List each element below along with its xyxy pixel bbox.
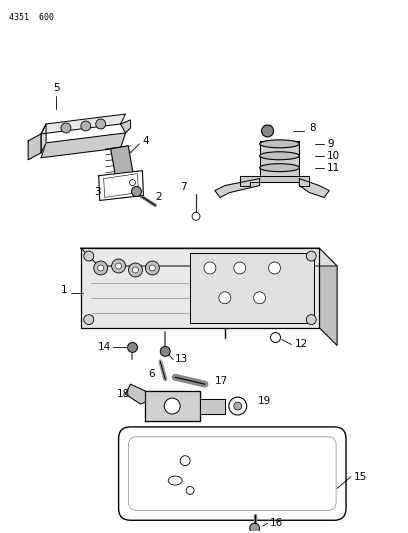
- Bar: [190, 253, 314, 322]
- Circle shape: [306, 251, 316, 261]
- Polygon shape: [215, 179, 259, 197]
- Circle shape: [219, 292, 231, 304]
- Circle shape: [271, 333, 280, 343]
- Circle shape: [229, 397, 247, 415]
- Circle shape: [268, 262, 280, 274]
- Polygon shape: [319, 248, 337, 345]
- Polygon shape: [41, 124, 46, 153]
- Circle shape: [186, 487, 194, 495]
- Ellipse shape: [259, 140, 299, 148]
- Polygon shape: [41, 114, 126, 134]
- Polygon shape: [81, 248, 337, 266]
- Circle shape: [129, 263, 142, 277]
- Text: 9: 9: [327, 139, 334, 149]
- Ellipse shape: [259, 152, 299, 160]
- Circle shape: [81, 121, 91, 131]
- Circle shape: [234, 402, 242, 410]
- Circle shape: [94, 261, 108, 275]
- Polygon shape: [28, 134, 41, 160]
- Circle shape: [149, 265, 155, 271]
- Text: 8: 8: [309, 123, 316, 133]
- Circle shape: [192, 212, 200, 220]
- Circle shape: [112, 259, 126, 273]
- Circle shape: [128, 343, 137, 352]
- Ellipse shape: [168, 476, 182, 485]
- Circle shape: [145, 261, 159, 275]
- FancyBboxPatch shape: [119, 427, 346, 520]
- Text: 4: 4: [142, 136, 149, 146]
- Text: 11: 11: [327, 163, 340, 173]
- Text: 19: 19: [257, 396, 271, 406]
- Ellipse shape: [259, 164, 299, 172]
- Text: 18: 18: [117, 389, 131, 399]
- Text: 17: 17: [215, 376, 228, 386]
- Circle shape: [131, 187, 142, 197]
- Polygon shape: [200, 399, 225, 414]
- Circle shape: [96, 119, 106, 129]
- Polygon shape: [99, 171, 144, 200]
- Text: 16: 16: [270, 518, 283, 528]
- Polygon shape: [145, 391, 200, 421]
- Text: 3: 3: [94, 188, 101, 198]
- Circle shape: [61, 123, 71, 133]
- Polygon shape: [41, 133, 126, 158]
- Polygon shape: [126, 384, 145, 404]
- Circle shape: [180, 456, 190, 466]
- Text: 15: 15: [354, 472, 367, 481]
- Circle shape: [254, 292, 266, 304]
- Bar: [81, 248, 319, 328]
- Bar: [259, 141, 299, 176]
- Circle shape: [306, 314, 316, 325]
- Bar: [111, 146, 133, 176]
- Text: 10: 10: [327, 151, 340, 161]
- Polygon shape: [299, 179, 329, 197]
- Text: 13: 13: [175, 354, 188, 365]
- Text: 4351  600: 4351 600: [9, 13, 54, 22]
- Circle shape: [262, 125, 273, 137]
- Text: 12: 12: [295, 340, 308, 350]
- Circle shape: [164, 398, 180, 414]
- Circle shape: [84, 251, 94, 261]
- Circle shape: [129, 180, 135, 185]
- Circle shape: [115, 263, 122, 269]
- Text: 5: 5: [53, 83, 59, 93]
- Circle shape: [160, 346, 170, 357]
- Text: 2: 2: [155, 192, 162, 203]
- Text: 7: 7: [180, 182, 187, 191]
- Text: 6: 6: [149, 369, 155, 379]
- Circle shape: [98, 265, 104, 271]
- Circle shape: [133, 267, 138, 273]
- Circle shape: [204, 262, 216, 274]
- Polygon shape: [121, 120, 131, 133]
- Circle shape: [250, 523, 259, 533]
- Circle shape: [84, 314, 94, 325]
- Polygon shape: [240, 175, 309, 185]
- Text: 14: 14: [98, 342, 111, 352]
- Circle shape: [234, 262, 246, 274]
- Text: 1: 1: [61, 285, 68, 295]
